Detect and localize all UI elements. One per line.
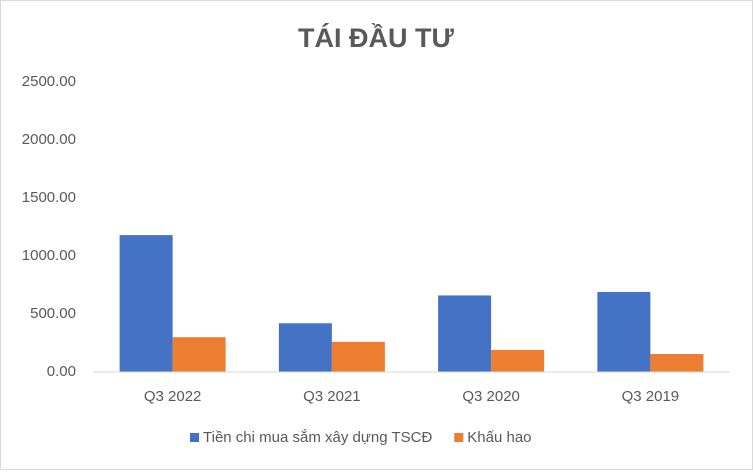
y-tick-label: 1000.00	[22, 247, 76, 264]
y-tick-label: 0.00	[47, 363, 76, 380]
legend-label: Khấu hao	[467, 429, 531, 446]
bar	[172, 337, 226, 372]
y-tick-label: 2500.00	[22, 73, 76, 90]
bar	[597, 291, 651, 372]
bar	[119, 235, 173, 372]
y-tick-label: 2000.00	[22, 131, 76, 148]
legend-swatch	[190, 433, 199, 442]
x-tick-label: Q3 2020	[462, 388, 520, 405]
bar	[278, 323, 332, 372]
legend-swatch	[454, 433, 464, 442]
x-tick-label: Q3 2019	[622, 388, 680, 405]
bar	[331, 341, 385, 372]
y-tick-label: 500.00	[30, 305, 76, 322]
chart-title: TÁI ĐẦU TƯ	[298, 22, 454, 53]
legend-label: Tiền chi mua sắm xây dựng TSCĐ	[203, 429, 432, 446]
bar	[491, 349, 545, 372]
bar	[438, 295, 492, 372]
y-tick-label: 1500.00	[22, 189, 76, 206]
x-tick-label: Q3 2022	[144, 388, 202, 405]
x-tick-label: Q3 2021	[303, 388, 361, 405]
bar	[650, 354, 704, 372]
